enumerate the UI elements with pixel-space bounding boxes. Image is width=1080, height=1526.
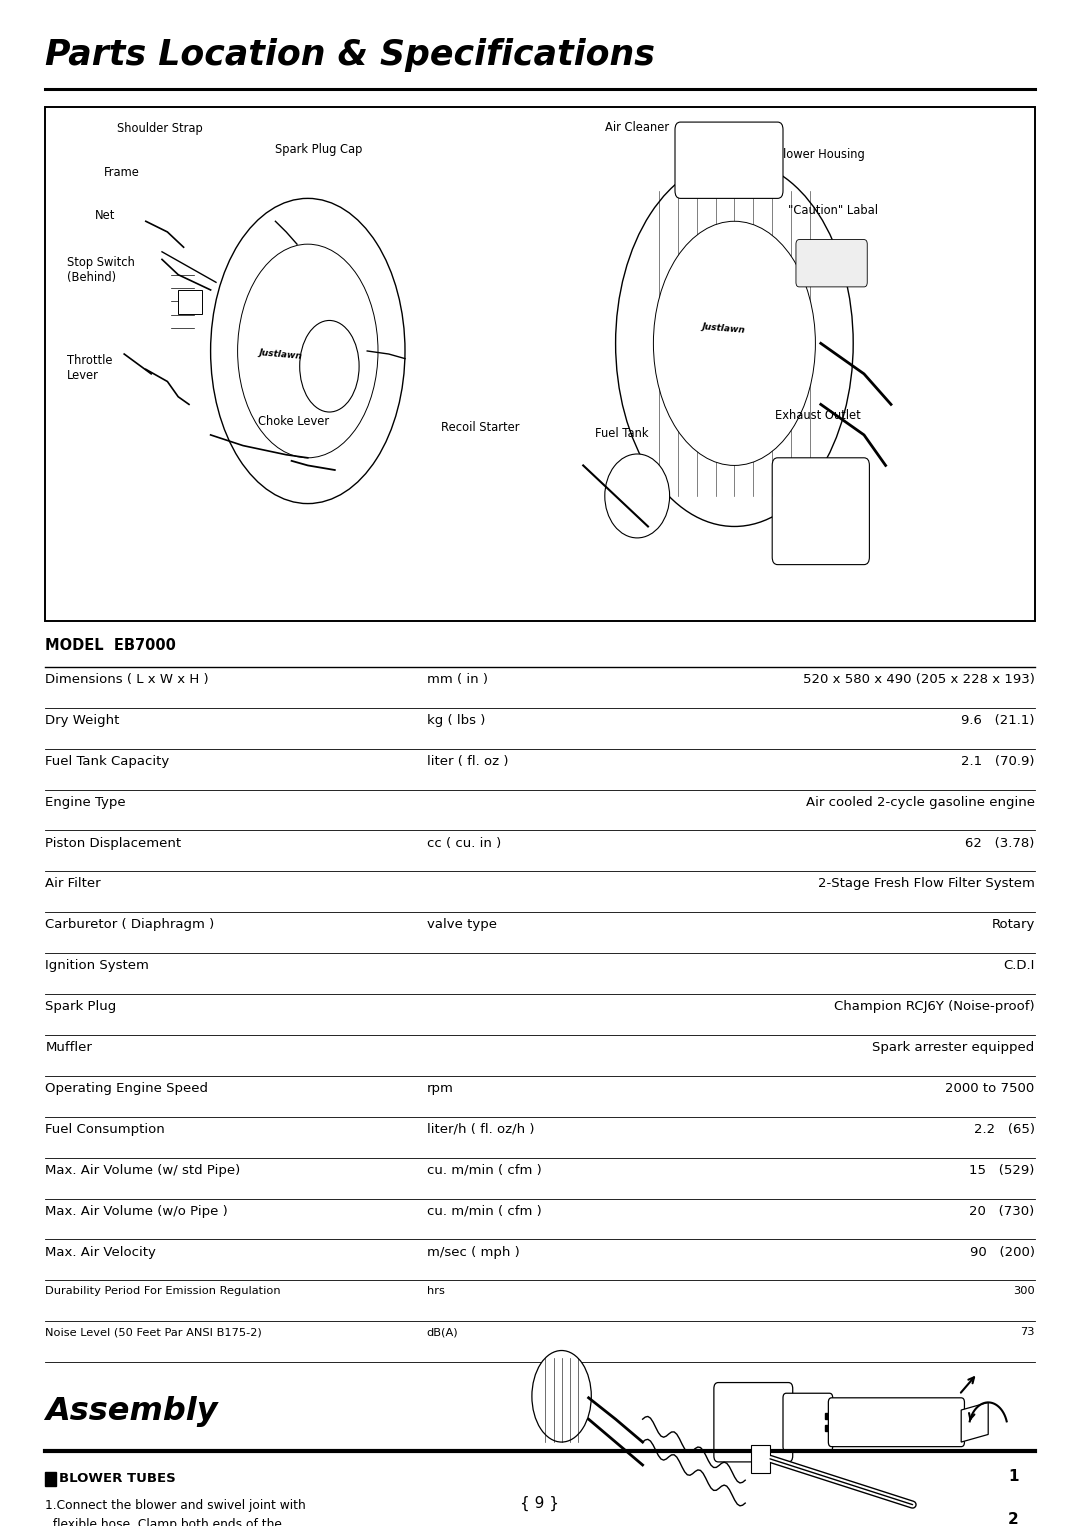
Text: Spark Plug Cap: Spark Plug Cap: [275, 143, 363, 157]
Text: 300: 300: [1013, 1286, 1035, 1297]
Text: Durability Period For Emission Regulation: Durability Period For Emission Regulatio…: [45, 1286, 281, 1297]
Text: Spark arrester equipped: Spark arrester equipped: [873, 1041, 1035, 1054]
Bar: [825, 1425, 834, 1431]
Polygon shape: [961, 1402, 988, 1442]
Text: Fuel Consumption: Fuel Consumption: [45, 1123, 165, 1135]
Ellipse shape: [616, 160, 853, 526]
Text: mm ( in ): mm ( in ): [427, 673, 487, 687]
Text: Rotary: Rotary: [991, 919, 1035, 931]
FancyBboxPatch shape: [772, 458, 869, 565]
Text: 2.2   (65): 2.2 (65): [974, 1123, 1035, 1135]
Text: Recoil Starter: Recoil Starter: [442, 421, 519, 435]
Text: Carburetor ( Diaphragm ): Carburetor ( Diaphragm ): [45, 919, 215, 931]
Text: Fuel Tank Capacity: Fuel Tank Capacity: [45, 755, 170, 768]
Text: Blower Housing: Blower Housing: [775, 148, 865, 162]
Text: Max. Air Volume (w/ std Pipe): Max. Air Volume (w/ std Pipe): [45, 1164, 241, 1177]
FancyBboxPatch shape: [675, 122, 783, 198]
Bar: [751, 1445, 770, 1473]
Text: Muffler: Muffler: [45, 1041, 92, 1054]
Ellipse shape: [211, 198, 405, 504]
Text: liter/h ( fl. oz/h ): liter/h ( fl. oz/h ): [427, 1123, 535, 1135]
Text: hrs: hrs: [427, 1286, 445, 1297]
Text: Parts Location & Specifications: Parts Location & Specifications: [45, 38, 656, 72]
Text: 73: 73: [1021, 1328, 1035, 1337]
Text: Shoulder Strap: Shoulder Strap: [117, 122, 202, 136]
Ellipse shape: [653, 221, 815, 465]
Text: BLOWER TUBES: BLOWER TUBES: [59, 1473, 176, 1485]
Text: Net: Net: [95, 209, 116, 223]
Ellipse shape: [300, 320, 359, 412]
Text: Max. Air Velocity: Max. Air Velocity: [45, 1245, 157, 1259]
Text: 2000 to 7500: 2000 to 7500: [945, 1082, 1035, 1096]
Text: 20   (730): 20 (730): [970, 1204, 1035, 1218]
Text: Throttle
Lever: Throttle Lever: [67, 354, 112, 382]
Text: Dimensions ( L x W x H ): Dimensions ( L x W x H ): [45, 673, 210, 687]
Text: 2: 2: [1008, 1512, 1018, 1526]
FancyBboxPatch shape: [828, 1398, 964, 1447]
Text: 15   (529): 15 (529): [969, 1164, 1035, 1177]
Bar: [45, 1473, 56, 1486]
Text: 9.6   (21.1): 9.6 (21.1): [961, 714, 1035, 726]
Bar: [825, 1413, 834, 1419]
Text: rpm: rpm: [427, 1082, 454, 1096]
Text: 62   (3.78): 62 (3.78): [966, 836, 1035, 850]
Text: 90   (200): 90 (200): [970, 1245, 1035, 1259]
Bar: [45, 107, 1035, 621]
Text: cu. m/min ( cfm ): cu. m/min ( cfm ): [427, 1164, 541, 1177]
Text: dB(A): dB(A): [427, 1328, 458, 1337]
Text: kg ( lbs ): kg ( lbs ): [427, 714, 485, 726]
Text: Justlawn: Justlawn: [259, 348, 302, 360]
Text: Justlawn: Justlawn: [702, 322, 745, 334]
FancyBboxPatch shape: [714, 1383, 793, 1462]
Text: Frame: Frame: [104, 166, 139, 180]
Text: 520 x 580 x 490 (205 x 228 x 193): 520 x 580 x 490 (205 x 228 x 193): [802, 673, 1035, 687]
Text: 2-Stage Fresh Flow Filter System: 2-Stage Fresh Flow Filter System: [818, 877, 1035, 891]
Text: 1.Connect the blower and swivel joint with
  flexible hose. Clamp both ends of t: 1.Connect the blower and swivel joint wi…: [45, 1500, 306, 1526]
Text: Operating Engine Speed: Operating Engine Speed: [45, 1082, 208, 1096]
Text: Dry Weight: Dry Weight: [45, 714, 120, 726]
Text: cc ( cu. in ): cc ( cu. in ): [427, 836, 501, 850]
Text: Max. Air Volume (w/o Pipe ): Max. Air Volume (w/o Pipe ): [45, 1204, 228, 1218]
Bar: [178, 290, 202, 314]
Text: Air Filter: Air Filter: [45, 877, 102, 891]
Text: Fuel Tank: Fuel Tank: [595, 427, 649, 441]
Text: cu. m/min ( cfm ): cu. m/min ( cfm ): [427, 1204, 541, 1218]
Text: Engine Type: Engine Type: [45, 795, 126, 809]
Text: Choke Lever: Choke Lever: [258, 415, 329, 429]
Text: Exhaust Outlet: Exhaust Outlet: [775, 409, 861, 423]
Text: C.D.I: C.D.I: [1003, 960, 1035, 972]
Ellipse shape: [238, 244, 378, 458]
Text: 2.1   (70.9): 2.1 (70.9): [961, 755, 1035, 768]
FancyBboxPatch shape: [796, 240, 867, 287]
Text: Noise Level (50 Feet Par ANSI B175-2): Noise Level (50 Feet Par ANSI B175-2): [45, 1328, 262, 1337]
Text: "Caution" Labal: "Caution" Labal: [788, 204, 878, 218]
Text: Piston Displacement: Piston Displacement: [45, 836, 181, 850]
Ellipse shape: [531, 1351, 592, 1442]
Text: Air cooled 2-cycle gasoline engine: Air cooled 2-cycle gasoline engine: [806, 795, 1035, 809]
Text: Air Cleaner: Air Cleaner: [605, 121, 669, 134]
Text: Spark Plug: Spark Plug: [45, 1000, 117, 1013]
Text: { 9 }: { 9 }: [521, 1495, 559, 1511]
Ellipse shape: [605, 455, 670, 539]
Text: 1: 1: [1008, 1470, 1018, 1483]
Text: valve type: valve type: [427, 919, 497, 931]
Text: Ignition System: Ignition System: [45, 960, 149, 972]
Text: liter ( fl. oz ): liter ( fl. oz ): [427, 755, 508, 768]
Text: Assembly: Assembly: [45, 1396, 218, 1427]
Text: Stop Switch
(Behind): Stop Switch (Behind): [67, 256, 135, 284]
Text: MODEL  EB7000: MODEL EB7000: [45, 638, 176, 653]
FancyBboxPatch shape: [783, 1393, 833, 1451]
Text: Champion RCJ6Y (Noise-proof): Champion RCJ6Y (Noise-proof): [834, 1000, 1035, 1013]
Text: m/sec ( mph ): m/sec ( mph ): [427, 1245, 519, 1259]
